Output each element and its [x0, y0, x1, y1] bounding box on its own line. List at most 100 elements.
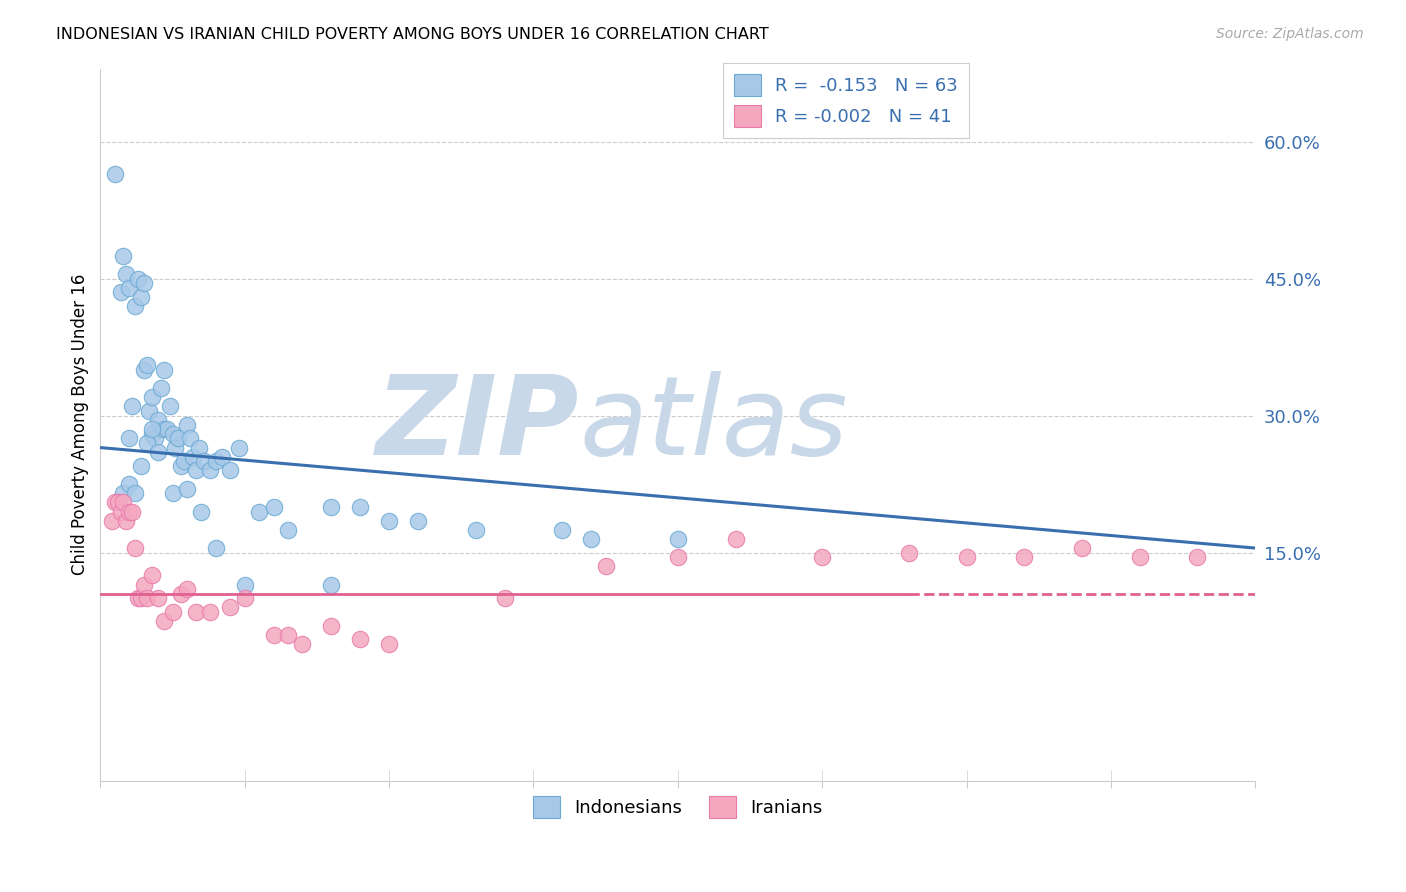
Point: [1012, 550, 1035, 565]
Point: [184, 463, 207, 477]
Point: [219, 463, 242, 477]
Point: [378, 637, 401, 651]
Point: [198, 463, 221, 477]
Point: [811, 550, 834, 565]
Point: [666, 550, 689, 565]
Text: Source: ZipAtlas.com: Source: ZipAtlas.com: [1216, 27, 1364, 41]
Point: [110, 285, 132, 300]
Y-axis label: Child Poverty Among Boys Under 16: Child Poverty Among Boys Under 16: [72, 274, 89, 575]
Point: [149, 381, 172, 395]
Point: [1187, 550, 1209, 565]
Point: [378, 514, 401, 528]
Point: [247, 504, 270, 518]
Point: [198, 605, 221, 619]
Point: [291, 637, 314, 651]
Point: [176, 482, 198, 496]
Point: [118, 281, 141, 295]
Point: [141, 426, 163, 441]
Point: [179, 432, 201, 446]
Legend: Indonesians, Iranians: Indonesians, Iranians: [526, 789, 830, 825]
Point: [141, 422, 163, 436]
Point: [277, 628, 299, 642]
Point: [153, 363, 176, 377]
Point: [170, 587, 193, 601]
Point: [321, 577, 343, 591]
Point: [135, 436, 157, 450]
Point: [464, 523, 486, 537]
Point: [724, 532, 747, 546]
Point: [176, 417, 198, 432]
Point: [141, 568, 163, 582]
Point: [153, 614, 176, 628]
Point: [1071, 541, 1094, 555]
Point: [666, 532, 689, 546]
Point: [124, 299, 146, 313]
Point: [118, 504, 141, 518]
Point: [101, 514, 124, 528]
Point: [205, 541, 228, 555]
Point: [579, 532, 602, 546]
Point: [349, 632, 371, 647]
Point: [156, 422, 179, 436]
Point: [349, 500, 371, 514]
Point: [193, 454, 215, 468]
Point: [184, 605, 207, 619]
Point: [132, 577, 155, 591]
Point: [141, 390, 163, 404]
Point: [205, 454, 228, 468]
Point: [321, 500, 343, 514]
Point: [118, 477, 141, 491]
Point: [124, 541, 146, 555]
Point: [112, 495, 135, 509]
Point: [129, 458, 152, 473]
Point: [494, 591, 516, 606]
Point: [263, 628, 285, 642]
Point: [127, 591, 149, 606]
Text: INDONESIAN VS IRANIAN CHILD POVERTY AMONG BOYS UNDER 16 CORRELATION CHART: INDONESIAN VS IRANIAN CHILD POVERTY AMON…: [56, 27, 769, 42]
Point: [955, 550, 977, 565]
Point: [104, 167, 127, 181]
Point: [115, 267, 138, 281]
Point: [118, 432, 141, 446]
Point: [551, 523, 574, 537]
Point: [146, 445, 169, 459]
Point: [406, 514, 429, 528]
Point: [143, 432, 166, 446]
Text: atlas: atlas: [579, 371, 848, 478]
Point: [115, 514, 138, 528]
Text: ZIP: ZIP: [377, 371, 579, 478]
Point: [1129, 550, 1152, 565]
Point: [187, 441, 209, 455]
Point: [595, 559, 617, 574]
Point: [897, 546, 920, 560]
Point: [146, 591, 169, 606]
Point: [219, 600, 242, 615]
Point: [176, 582, 198, 597]
Point: [121, 400, 143, 414]
Point: [211, 450, 233, 464]
Point: [138, 404, 160, 418]
Point: [173, 454, 195, 468]
Point: [132, 363, 155, 377]
Point: [228, 441, 250, 455]
Point: [129, 591, 152, 606]
Point: [277, 523, 299, 537]
Point: [321, 618, 343, 632]
Point: [181, 450, 204, 464]
Point: [121, 504, 143, 518]
Point: [165, 441, 187, 455]
Point: [135, 591, 157, 606]
Point: [162, 605, 184, 619]
Point: [153, 422, 176, 436]
Point: [162, 486, 184, 500]
Point: [112, 486, 135, 500]
Point: [132, 276, 155, 290]
Point: [233, 591, 256, 606]
Point: [129, 290, 152, 304]
Point: [263, 500, 285, 514]
Point: [159, 400, 181, 414]
Point: [112, 249, 135, 263]
Point: [127, 271, 149, 285]
Point: [104, 495, 127, 509]
Point: [107, 495, 129, 509]
